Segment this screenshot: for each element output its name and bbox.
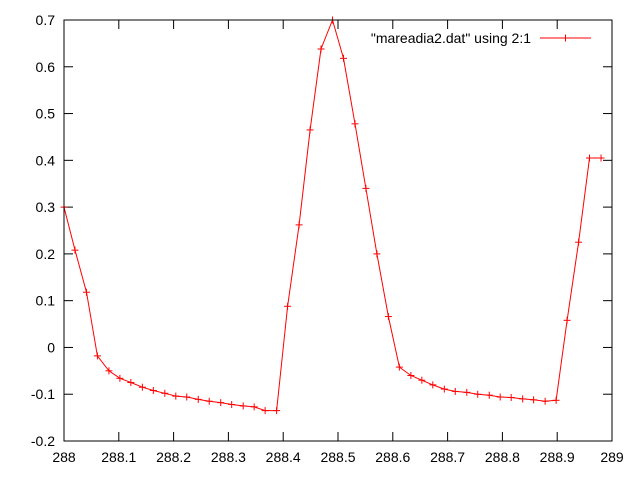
y-tick-label: 0.3	[36, 199, 56, 215]
x-tick-label: 288.5	[320, 449, 355, 465]
data-point-marker	[105, 367, 113, 375]
x-tick-label: 288.7	[430, 449, 465, 465]
tick-labels: 288 288.1 288.2 288.3 288.4 288.5 288.6 288.7 28…	[31, 12, 624, 465]
data-point-marker	[239, 402, 247, 410]
data-point-marker	[418, 376, 426, 384]
x-tick-label: 289	[600, 449, 624, 465]
data-point-marker	[205, 397, 213, 405]
data-point-marker	[273, 407, 281, 415]
data-point-marker	[530, 396, 538, 404]
data-point-marker	[541, 397, 549, 405]
data-point-marker	[552, 396, 560, 404]
data-point-marker	[407, 372, 415, 380]
y-tick-label: -0.1	[31, 386, 55, 402]
y-tick-label: -0.2	[31, 433, 55, 449]
x-tick-label: 288.3	[211, 449, 246, 465]
data-point-marker	[597, 154, 605, 162]
data-point-marker	[172, 392, 180, 400]
plot-frame	[63, 19, 613, 442]
data-point-marker	[496, 393, 504, 401]
data-point-marker	[463, 388, 471, 396]
data-point-marker	[306, 126, 314, 134]
x-tick-label: 288.1	[101, 449, 136, 465]
y-tick-label: 0.2	[36, 246, 56, 262]
data-point-marker	[575, 238, 583, 246]
series-line	[63, 18, 601, 412]
data-point-marker	[82, 288, 90, 296]
data-point-marker	[127, 379, 135, 387]
data-point-marker	[351, 120, 359, 128]
data-point-marker	[507, 393, 515, 401]
y-tick-label: 0.6	[36, 59, 56, 75]
data-point-marker	[362, 184, 370, 192]
x-tick-label: 288.4	[266, 449, 301, 465]
data-point-marker	[116, 374, 124, 382]
data-point-marker	[451, 387, 459, 395]
data-point-marker	[194, 395, 202, 403]
legend-label: "mareadia2.dat" using 2:1	[371, 30, 531, 46]
data-point-marker	[284, 302, 292, 310]
x-tick-label: 288.9	[540, 449, 575, 465]
x-tick-label: 288.6	[375, 449, 410, 465]
data-point-marker	[317, 45, 325, 53]
y-tick-label: 0.4	[36, 152, 56, 168]
y-tick-label: 0.1	[36, 293, 56, 309]
legend-marker	[562, 34, 569, 42]
data-point-marker	[149, 386, 157, 394]
data-point-marker	[563, 316, 571, 324]
data-point-marker	[228, 401, 236, 409]
data-point-marker	[261, 407, 269, 415]
data-point-marker	[429, 381, 437, 389]
data-point-marker	[485, 391, 493, 399]
data-point-marker	[161, 389, 169, 397]
data-point-marker	[339, 54, 347, 62]
data-point-marker	[373, 250, 381, 258]
series-layer	[60, 16, 605, 415]
data-point-marker	[395, 363, 403, 371]
data-point-marker	[217, 399, 225, 407]
y-tick-label: 0.5	[36, 106, 56, 122]
axis-ticks	[63, 19, 613, 442]
data-point-marker	[183, 393, 191, 401]
data-point-marker	[519, 395, 527, 403]
x-tick-label: 288	[52, 449, 76, 465]
data-point-marker	[93, 352, 101, 360]
data-point-marker	[138, 383, 146, 391]
data-point-marker	[440, 385, 448, 393]
legend: "mareadia2.dat" using 2:1	[371, 30, 591, 46]
y-tick-label: 0	[47, 339, 55, 355]
data-point-marker	[71, 246, 79, 254]
x-tick-label: 288.8	[485, 449, 520, 465]
data-point-marker	[250, 403, 258, 411]
data-point-marker	[384, 313, 392, 321]
x-tick-label: 288.2	[156, 449, 191, 465]
data-point-marker	[474, 390, 482, 398]
data-point-marker	[586, 154, 594, 162]
data-point-marker	[295, 221, 303, 229]
y-tick-label: 0.7	[36, 12, 56, 28]
